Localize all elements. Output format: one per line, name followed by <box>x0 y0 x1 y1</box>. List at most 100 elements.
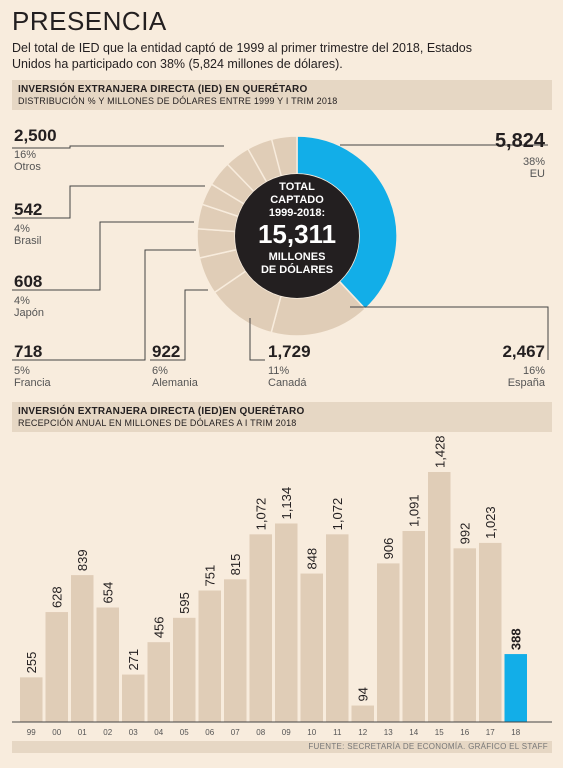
bar-value-label: 1,072 <box>254 498 269 531</box>
bar-section-header: INVERSIÓN EXTRANJERA DIRECTA (IED)EN QUE… <box>12 402 552 432</box>
bar-value-label: 848 <box>305 548 320 570</box>
donut-divider <box>247 148 268 183</box>
leader-brasil <box>12 185 205 219</box>
bar-category-label: 99 <box>27 728 36 737</box>
leader-lines <box>12 144 549 361</box>
center-line2: CAPTADO <box>270 194 324 206</box>
donut-divider <box>270 139 282 177</box>
leader-alemania <box>150 289 208 361</box>
japon-value: 608 <box>14 272 43 291</box>
eu-name: EU <box>529 168 545 180</box>
otros-value: 2,500 <box>14 126 57 145</box>
bar-06 <box>198 590 221 722</box>
alemania-percent: 6% <box>152 365 168 377</box>
donut-heading: INVERSIÓN EXTRANJERA DIRECTA (IED) EN QU… <box>18 84 308 95</box>
bar-category-label: 05 <box>180 728 189 737</box>
eu-value: 5,824 <box>494 130 545 152</box>
bar-99 <box>20 677 43 722</box>
label-francia: 718 5% Francia <box>14 342 51 389</box>
bar-07 <box>224 579 247 722</box>
bar-value-label: 839 <box>75 549 90 571</box>
bar-01 <box>71 575 94 722</box>
bar-category-label: 00 <box>52 728 61 737</box>
donut-subheading: DISTRIBUCIÓN % Y MILLONES DE DÓLARES ENT… <box>18 96 338 106</box>
bar-category-label: 09 <box>282 728 291 737</box>
bar-10 <box>300 573 323 722</box>
source-footer: FUENTE: SECRETARÍA DE ECONOMÍA. GRÁFICO … <box>12 741 552 753</box>
label-otros: 2,500 16% Otros <box>14 126 57 173</box>
bar-category-label: 15 <box>435 728 444 737</box>
otros-percent: 16% <box>14 149 37 161</box>
bar-category-label: 13 <box>384 728 393 737</box>
bar-category-label: 12 <box>358 728 367 737</box>
brasil-value: 542 <box>14 200 43 219</box>
francia-value: 718 <box>14 342 43 361</box>
bar-value-label: 456 <box>152 616 167 638</box>
alemania-name: Alemania <box>152 377 198 389</box>
leader-japon <box>12 221 194 291</box>
espana-name: España <box>507 377 545 389</box>
bar-value-label: 992 <box>458 523 473 545</box>
bar-14 <box>402 530 425 722</box>
intro-text: Del total de IED que la entidad captó de… <box>12 41 472 71</box>
leader-espana <box>350 306 549 360</box>
canada-name: Canadá <box>268 377 307 389</box>
otros-name: Otros <box>14 161 41 173</box>
label-espana: 2,467 16% España <box>502 342 545 389</box>
bar-value-label: 1,091 <box>407 494 422 527</box>
bar-00 <box>45 612 68 722</box>
bar-category-label: 02 <box>103 728 112 737</box>
bar-value-label: 595 <box>177 592 192 614</box>
bar-category-label: 18 <box>511 728 520 737</box>
bar-08 <box>249 534 272 722</box>
bar-subheading: RECEPCIÓN ANUAL EN MILLONES DE DÓLARES A… <box>18 418 297 428</box>
donut-center-disc <box>235 174 359 298</box>
francia-percent: 5% <box>14 365 30 377</box>
center-line5: DE DÓLARES <box>261 263 333 276</box>
bar-05 <box>173 617 196 722</box>
center-line1: TOTAL <box>279 181 315 193</box>
bar-04 <box>147 642 170 722</box>
bar-02 <box>96 607 119 722</box>
espana-percent: 16% <box>522 365 545 377</box>
center-line4: MILLONES <box>269 251 326 263</box>
bar-value-label: 255 <box>24 652 39 674</box>
bar-category-label: 17 <box>486 728 495 737</box>
bar-value-label: 1,023 <box>483 506 498 539</box>
eu-percent: 38% <box>522 156 545 168</box>
bar-category-label: 08 <box>256 728 265 737</box>
alemania-value: 922 <box>152 342 181 361</box>
bar-11 <box>326 534 349 722</box>
bar-value-label: 271 <box>126 649 141 671</box>
brasil-percent: 4% <box>14 223 30 235</box>
label-alemania: 922 6% Alemania <box>152 342 198 389</box>
bar-value-label: 94 <box>356 687 371 701</box>
bar-value-label: 751 <box>203 565 218 587</box>
label-brasil: 542 4% Brasil <box>14 200 42 247</box>
bar-category-label: 06 <box>205 728 214 737</box>
label-canada: 1,729 11% Canadá <box>268 342 311 389</box>
canada-percent: 11% <box>268 365 290 377</box>
francia-name: Francia <box>14 377 51 389</box>
brasil-name: Brasil <box>14 235 42 247</box>
bar-category-label: 11 <box>333 728 342 737</box>
bar-15 <box>428 472 451 722</box>
japon-name: Japón <box>14 307 44 319</box>
leader-otros <box>12 145 224 149</box>
bar-value-label: 906 <box>381 538 396 560</box>
bar-12 <box>351 705 374 722</box>
bar-category-label: 04 <box>154 728 163 737</box>
center-line3: 1999-2018: <box>269 207 325 219</box>
bar-category-label: 14 <box>409 728 418 737</box>
bar-18 <box>504 654 527 722</box>
donut-section-header: INVERSIÓN EXTRANJERA DIRECTA (IED) EN QU… <box>12 80 552 110</box>
bar-heading: INVERSIÓN EXTRANJERA DIRECTA (IED)EN QUE… <box>18 406 305 417</box>
japon-percent: 4% <box>14 295 30 307</box>
donut-divider <box>226 163 255 192</box>
bar-value-label: 1,072 <box>330 498 345 531</box>
canada-value: 1,729 <box>268 342 311 361</box>
label-japon: 608 4% Japón <box>14 272 44 319</box>
bar-09 <box>275 523 298 722</box>
bar-category-label: 03 <box>129 728 138 737</box>
bar-13 <box>377 563 400 722</box>
